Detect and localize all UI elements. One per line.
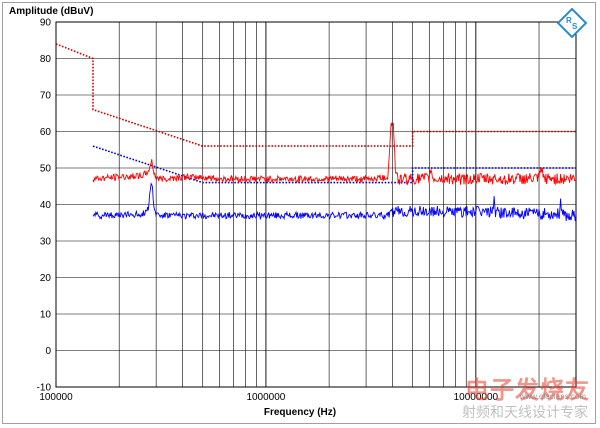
y-axis-label: Amplitude (dBuV) [9, 6, 94, 17]
y-tick-label: 60 [40, 127, 52, 138]
watermark-text-sub: 射频和天线设计专家 [462, 405, 588, 421]
y-tick-label: 40 [40, 200, 52, 211]
measurement-trace-2 [92, 122, 577, 186]
x-tick-label: 100000 [39, 392, 73, 403]
svg-text:S: S [572, 22, 578, 31]
y-tick-label: 30 [40, 237, 52, 248]
rohde-schwarz-logo-icon: R S [557, 8, 587, 38]
measurement-trace-3 [92, 182, 577, 222]
watermark-url: www.elecfans.com [519, 392, 586, 401]
y-tick-label: 80 [40, 54, 52, 65]
x-tick-label: 10000000 [454, 392, 499, 403]
y-tick-label: 10 [40, 310, 52, 321]
y-tick-label: 70 [40, 91, 52, 102]
x-tick-label: 1000000 [246, 392, 285, 403]
limit-line-0 [55, 43, 576, 147]
y-tick-label: 20 [40, 273, 52, 284]
y-tick-label: -10 [37, 383, 52, 394]
x-axis-label: Frequency (Hz) [263, 407, 337, 418]
watermark: 电子发烧友 www.elecfans.com 射频和天线设计专家 [440, 370, 590, 422]
plot-border [55, 21, 577, 388]
watermark-text-main: 电子发烧友 [465, 376, 590, 404]
y-tick-label: 0 [45, 346, 51, 357]
svg-text:R: R [566, 16, 572, 25]
y-tick-label: 90 [40, 18, 52, 29]
y-tick-label: 50 [40, 164, 52, 175]
limit-line-1 [92, 145, 576, 184]
